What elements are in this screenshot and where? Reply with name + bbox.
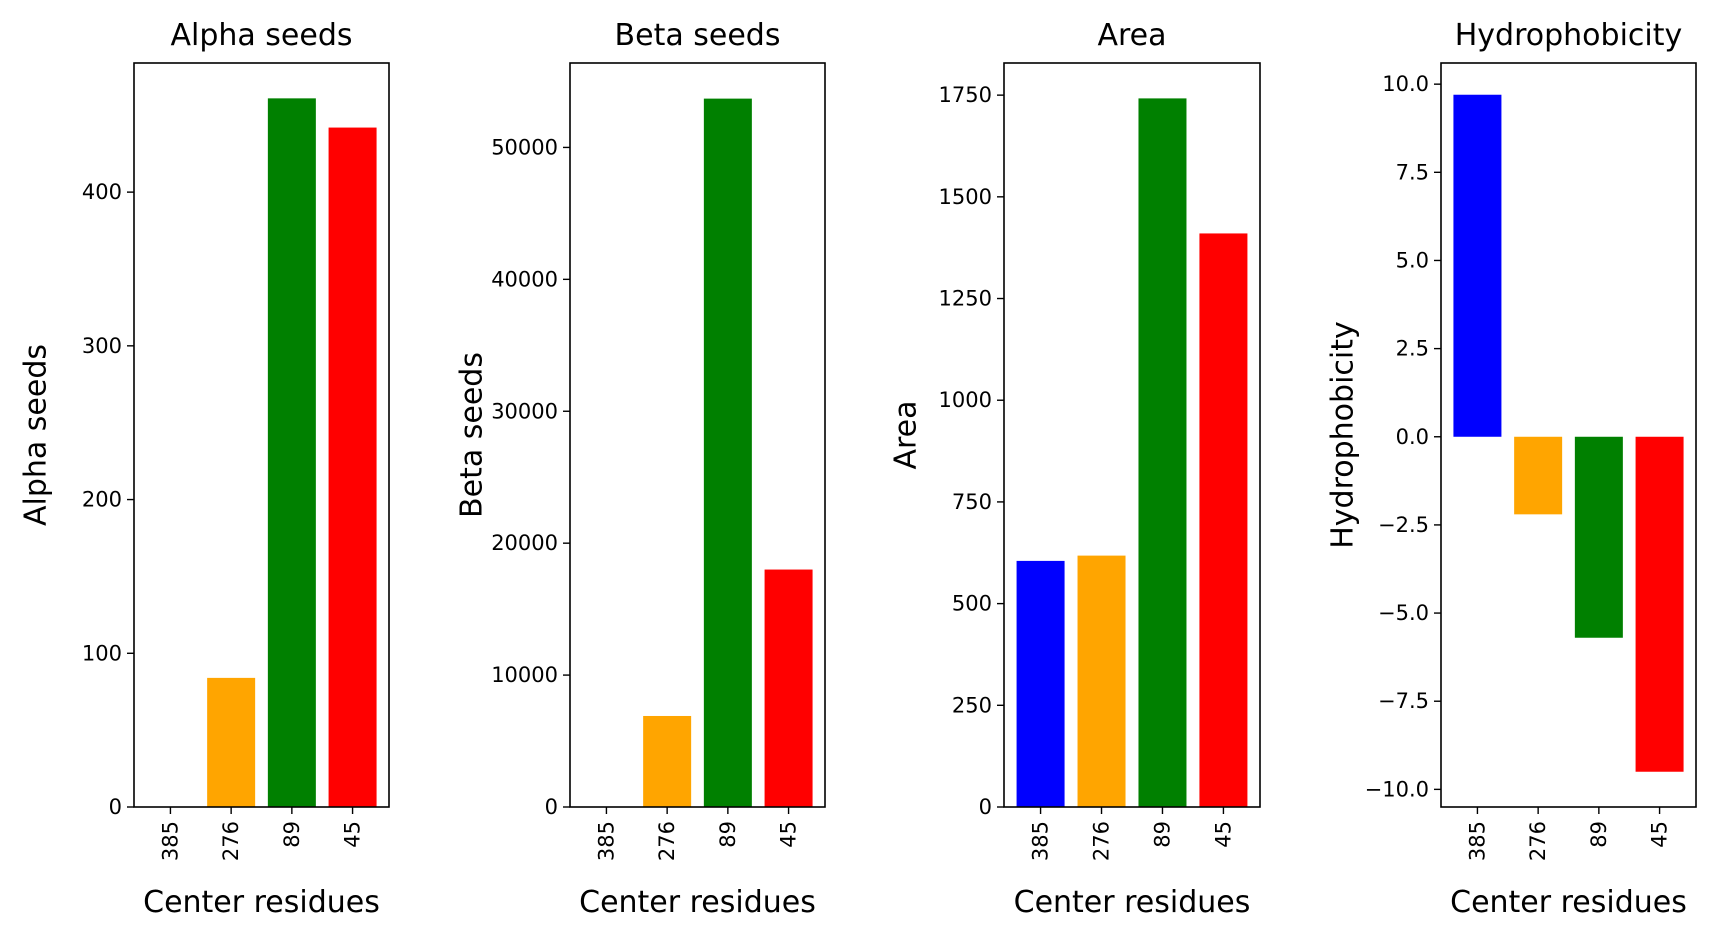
x-tick-label: 385 [1465,821,1489,861]
bar-89 [703,98,752,808]
x-tick-label: 89 [280,821,304,848]
bar-89 [1138,98,1187,807]
y-tick-label: 5.0 [1396,248,1429,272]
x-tick-label: 89 [1150,821,1174,848]
y-tick-label: 0 [979,795,992,819]
y-tick-label: 1750 [939,83,992,107]
x-tick-label: 276 [1526,821,1550,861]
y-tick-label: 0 [109,795,122,819]
y-tick-label: −10.0 [1365,777,1429,801]
y-tick-label: 0.0 [1396,425,1429,449]
x-tick-label: 276 [1090,821,1114,861]
chart-title: Alpha seeds [170,18,352,53]
bar-45 [1635,436,1684,772]
x-tick-label: 276 [219,821,243,861]
x-tick-label: 385 [1029,821,1053,861]
x-axis-label: Center residues [1014,885,1251,920]
x-axis-label: Center residues [143,885,380,920]
y-tick-label: 1000 [939,388,992,412]
x-tick-label: 385 [594,821,618,861]
x-tick-label: 45 [341,821,365,848]
x-tick-label: 276 [655,821,679,861]
axes-frame [1440,62,1697,808]
y-axis-label: Beta seeds [455,352,490,518]
bar-276 [207,677,256,807]
chart-panel-3: 0 250 500 750 1000 1250 1500 1750 385 276 89 45 Area… [889,18,1261,920]
x-tick-label: 89 [716,821,740,848]
axes-frame [1003,62,1261,808]
bar-45 [328,127,377,807]
y-tick-label: 100 [82,641,122,665]
y-tick-label: 200 [82,488,122,512]
y-tick-label: 400 [82,180,122,204]
bar-89 [267,98,316,808]
y-tick-label: 1500 [939,185,992,209]
chart-panel-4: −10.0 −7.5 −5.0 −2.5 0.0 2.5 5.0 7.5 10.0 385 276 8… [1326,18,1697,920]
x-tick-label: 89 [1587,821,1611,848]
y-tick-label: 750 [952,490,992,514]
y-tick-label: −5.0 [1378,601,1429,625]
x-tick-label: 45 [1648,821,1672,848]
y-tick-label: 250 [952,693,992,717]
y-tick-label: −2.5 [1378,513,1429,537]
bar-45 [1199,233,1248,807]
y-axis-label: Area [889,400,924,469]
y-axis-label: Hydrophobicity [1326,321,1361,549]
y-tick-label: 1250 [939,287,992,311]
y-tick-label: 20000 [491,531,558,555]
x-axis-label: Center residues [1450,885,1687,920]
bar-385 [1016,560,1065,807]
axes-frame [133,62,390,808]
y-tick-label: 30000 [491,399,558,423]
y-tick-label: −7.5 [1378,689,1429,713]
y-axis-label: Alpha seeds [19,344,54,526]
y-tick-label: 500 [952,592,992,616]
bar-89 [1574,436,1623,638]
y-tick-label: 300 [82,334,122,358]
axes-frame [569,62,826,808]
y-tick-label: 40000 [491,267,558,291]
y-tick-label: 2.5 [1396,337,1429,361]
bar-385 [1453,94,1502,437]
chart-title: Hydrophobicity [1455,18,1683,53]
y-tick-label: 10.0 [1382,72,1429,96]
chart-title: Beta seeds [615,18,781,53]
y-tick-label: 50000 [491,135,558,159]
y-tick-label: 7.5 [1396,160,1429,184]
x-tick-label: 45 [777,821,801,848]
chart-panel-2: 0 10000 20000 30000 40000 50000 385 276 89 45 Beta… [455,18,826,920]
x-axis-label: Center residues [579,885,816,920]
bar-276 [1077,555,1126,807]
x-tick-label: 385 [158,821,182,861]
y-tick-label: 0 [545,795,558,819]
x-tick-label: 45 [1211,821,1235,848]
chart-panel-1: 0 100 200 300 400 385 276 89 45 Alpha seeds Center… [19,18,390,920]
bar-45 [764,569,813,807]
bar-276 [643,715,692,807]
bar-276 [1514,436,1563,515]
chart-title: Area [1097,18,1166,53]
y-tick-label: 10000 [491,663,558,687]
